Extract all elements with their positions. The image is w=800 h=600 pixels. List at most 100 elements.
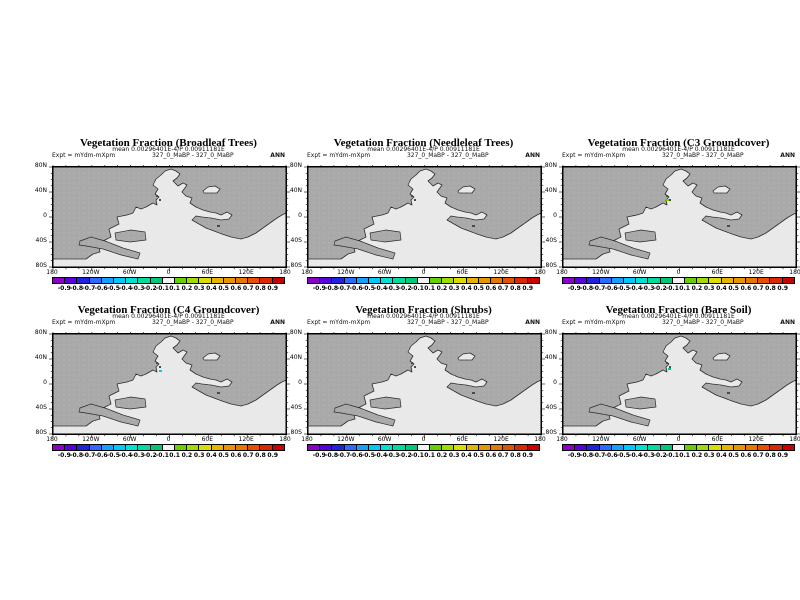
header-row: Expt = mYdm-mXpm 327_0_MaBP - 327_0_MaBP… — [562, 320, 795, 326]
y-axis-labels: 80N 40N 0 40S 80S — [283, 163, 305, 269]
colorbar-tick-label: -0.2 — [143, 285, 157, 292]
x-tick-label: 0 — [676, 436, 681, 443]
experiment-label: Expt = mYdm-mXpm — [52, 152, 116, 159]
colorbar-tick-label: -0.6 — [349, 285, 363, 292]
colorbar-tick-label: -0.4 — [629, 285, 643, 292]
colorbar-tick-label: -0.8 — [324, 452, 339, 459]
x-tick-label: 120W — [592, 269, 610, 276]
x-tick-label: 0 — [166, 269, 171, 276]
colorbar-tick-label: 0.3 — [193, 285, 205, 292]
colorbar-tick-label: -0.7 — [592, 452, 606, 459]
header-row: Expt = mYdm-mXpm 327_0_MaBP - 327_0_MaBP… — [307, 320, 540, 326]
header-row: Expt = mYdm-mXpm 327_0_MaBP - 327_0_MaBP… — [52, 153, 285, 159]
colorbar-tick-label: 0.5 — [473, 285, 484, 292]
stats-line: mean 0.00296401E-4/P 0.00911181E — [622, 146, 735, 153]
y-tick-label: 0 — [298, 379, 302, 386]
colorbar-tick-label: -0.9 — [57, 285, 71, 292]
map-svg — [303, 164, 546, 272]
y-tick-label: 40S — [545, 404, 557, 411]
y-tick-label: 40N — [544, 187, 557, 194]
colorbar-tick-label: 0.9 — [267, 285, 279, 292]
colorbar-tick-label: -0.2 — [398, 452, 412, 459]
colorbar-tick-label: 0.7 — [497, 452, 509, 459]
world-map — [558, 164, 800, 272]
x-tick-label: 180 — [534, 269, 546, 276]
period-label: 327_0_MaBP - 327_0_MaBP — [151, 319, 234, 326]
colorbar-tick-label: 0.8 — [765, 452, 776, 459]
panel-c4-groundcover: Vegetation Fraction (C4 Groundcover) mea… — [28, 302, 291, 464]
colorbar-tick-label: -0.8 — [69, 285, 84, 292]
colorbar-tick-label: 0.5 — [728, 285, 739, 292]
y-tick-label: 0 — [553, 212, 557, 219]
x-tick-label: 180 — [534, 436, 546, 443]
header-row: Expt = mYdm-mXpm 327_0_MaBP - 327_0_MaBP… — [307, 153, 540, 159]
world-map — [303, 331, 546, 439]
x-tick-label: 180 — [279, 269, 291, 276]
colorbar-tick-label: 0.6 — [230, 452, 242, 459]
colorbar-tick-label: -0.7 — [82, 452, 96, 459]
y-tick-label: 80N — [289, 329, 302, 336]
panel-title: Vegetation Fraction (C3 Groundcover) — [587, 137, 770, 149]
season-label: ANN — [780, 319, 795, 326]
colorbar-tick-label: 0.7 — [752, 285, 764, 292]
panel-title: Vegetation Fraction (Broadleaf Trees) — [80, 137, 257, 149]
world-map — [48, 164, 291, 272]
colorbar-tick-label: -0.5 — [616, 452, 630, 459]
x-tick-label: 120W — [337, 269, 355, 276]
panel-title: Vegetation Fraction (C4 Groundcover) — [77, 304, 260, 316]
colorbar-tick-label: 0.3 — [193, 452, 205, 459]
colorbar — [562, 444, 795, 451]
x-tick-label: 180 — [301, 269, 313, 276]
colorbar-tick-label: 0.8 — [255, 285, 266, 292]
colorbar-tick-label: -0.5 — [106, 285, 120, 292]
panel-title: Vegetation Fraction (Shrubs) — [355, 304, 492, 316]
season-label: ANN — [270, 319, 285, 326]
y-tick-label: 80N — [34, 162, 47, 169]
y-tick-label: 40N — [289, 354, 302, 361]
colorbar-tick-label: -0.2 — [653, 285, 667, 292]
period-label: 327_0_MaBP - 327_0_MaBP — [151, 152, 234, 159]
colorbar-tick-label: 0.4 — [716, 452, 727, 459]
y-tick-label: 80S — [290, 262, 302, 269]
map-svg — [303, 331, 546, 439]
colorbar-tick-label: -0.2 — [143, 452, 157, 459]
colorbar-tick-label: 0.6 — [740, 452, 752, 459]
x-tick-label: 180 — [789, 436, 800, 443]
panel-title: Vegetation Fraction (Needleleaf Trees) — [333, 137, 514, 149]
colorbar-tick-label: 0.3 — [703, 285, 715, 292]
panel-title: Vegetation Fraction (Bare Soil) — [605, 304, 752, 316]
colorbar-tick-label: 0.8 — [510, 452, 521, 459]
colorbar-tick-label: 0.4 — [716, 285, 727, 292]
x-tick-label: 60W — [122, 436, 137, 443]
colorbar-tick-label: 0.4 — [206, 285, 217, 292]
colorbar-tick-label: 0.1 — [424, 285, 435, 292]
x-tick-label: 60W — [632, 269, 647, 276]
colorbar-cell — [271, 444, 285, 451]
colorbar-tick-label: 0.6 — [230, 285, 242, 292]
world-map — [558, 331, 800, 439]
colorbar — [307, 277, 540, 284]
experiment-label: Expt = mYdm-mXpm — [307, 152, 371, 159]
colorbar-tick-label: -0.7 — [337, 452, 351, 459]
stats-line: mean 0.00296401E-4/P 0.00911181E — [112, 313, 225, 320]
colorbar-tick-label: -0.9 — [312, 452, 326, 459]
colorbar-labels: -0.9 -0.8 -0.7 -0.6 -0.5 -0.4 -0.3 -0.2 -0.1 0.1 0… — [562, 286, 795, 293]
map-svg — [48, 164, 291, 272]
colorbar-tick-label: -0.6 — [94, 452, 108, 459]
season-label: ANN — [525, 152, 540, 159]
colorbar-tick-label: -0.1 — [155, 452, 169, 459]
colorbar-labels: -0.9 -0.8 -0.7 -0.6 -0.5 -0.4 -0.3 -0.2 -0.1 0.1 0… — [562, 453, 795, 460]
colorbar-tick-label: -0.5 — [361, 452, 375, 459]
colorbar-tick-label: 0.8 — [765, 285, 776, 292]
x-tick-label: 180 — [279, 436, 291, 443]
colorbar-tick-label: -0.3 — [641, 285, 655, 292]
colorbar-tick-label: -0.3 — [131, 452, 145, 459]
colorbar-tick-label: 0.4 — [461, 452, 472, 459]
anomaly-cell — [668, 368, 671, 370]
x-tick-label: 60W — [632, 436, 647, 443]
y-tick-label: 80S — [35, 429, 47, 436]
colorbar-tick-label: 0.3 — [448, 452, 460, 459]
colorbar-cell — [781, 444, 795, 451]
stats-line: mean 0.00296401E-4/P 0.00911181E — [112, 146, 225, 153]
y-tick-label: 40S — [290, 237, 302, 244]
